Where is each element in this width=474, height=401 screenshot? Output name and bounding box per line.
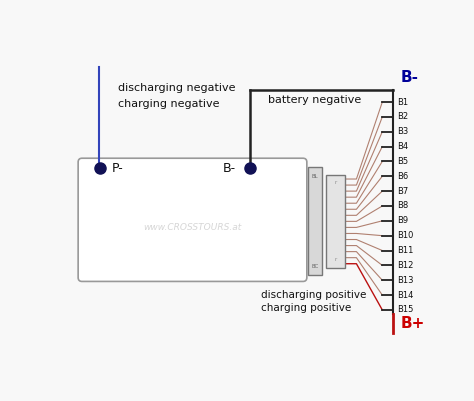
Text: B6: B6 (397, 172, 408, 181)
Text: BC: BC (312, 263, 319, 269)
Text: B12: B12 (397, 261, 413, 270)
Text: B13: B13 (397, 276, 413, 285)
Text: B4: B4 (397, 142, 408, 151)
Text: B9: B9 (397, 216, 408, 225)
Text: r: r (335, 257, 337, 262)
Text: B-: B- (401, 70, 419, 85)
Text: B7: B7 (397, 186, 408, 196)
Text: B1: B1 (397, 97, 408, 107)
Bar (326, 175, 346, 267)
Text: B+: B+ (401, 316, 425, 331)
Text: P-: P- (112, 162, 124, 175)
Text: B8: B8 (397, 201, 408, 211)
FancyBboxPatch shape (78, 158, 307, 282)
Text: B10: B10 (397, 231, 413, 240)
Text: B5: B5 (397, 157, 408, 166)
Text: B-: B- (223, 162, 236, 175)
Text: discharging positive: discharging positive (261, 290, 366, 300)
Text: www.CROSSTOURS.at: www.CROSSTOURS.at (143, 223, 242, 232)
Text: B14: B14 (397, 291, 413, 300)
Text: B15: B15 (397, 306, 413, 314)
Text: battery negative: battery negative (268, 95, 362, 105)
Text: discharging negative: discharging negative (118, 83, 236, 93)
Text: B3: B3 (397, 127, 408, 136)
Text: B2: B2 (397, 112, 408, 122)
Text: charging negative: charging negative (118, 99, 219, 109)
Text: charging positive: charging positive (261, 304, 351, 313)
Bar (309, 168, 322, 275)
Text: r: r (335, 180, 337, 185)
Text: BL: BL (312, 174, 319, 179)
Text: B11: B11 (397, 246, 413, 255)
